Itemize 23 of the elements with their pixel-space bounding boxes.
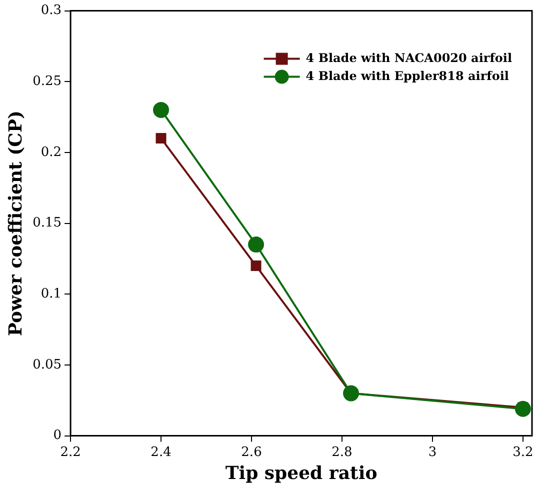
point	[248, 236, 264, 253]
y-tick-label: 0.1	[40, 286, 62, 302]
y-tick-label: 0.05	[32, 357, 62, 372]
y-tick-label: 0.2	[40, 144, 62, 160]
y-axis-title: Power coefficient (CP)	[5, 110, 26, 336]
x-tick-label: 2.2	[60, 444, 81, 460]
x-tick-label: 3.2	[512, 444, 534, 460]
x-tick-label: 2.4	[150, 444, 172, 460]
point	[250, 260, 262, 272]
x-tick-label: 3	[428, 444, 437, 460]
y-tick-label: 0.25	[32, 74, 62, 90]
y-tick-label: 0.3	[40, 3, 62, 18]
y-tick-label: 0.15	[32, 216, 62, 231]
point	[514, 400, 531, 417]
y-tick-label: 0	[53, 428, 62, 444]
x-axis-title: Tip speed ratio	[225, 462, 378, 484]
legend-label: 4 Blade with NACA0020 airfoil	[306, 50, 512, 65]
x-tick-label: 2.6	[241, 444, 262, 460]
x-tick-label: 2.8	[332, 444, 352, 460]
point	[343, 385, 360, 402]
point	[153, 102, 170, 118]
legend-label: 4 Blade with Eppler818 airfoil	[306, 68, 510, 83]
point	[156, 133, 166, 144]
